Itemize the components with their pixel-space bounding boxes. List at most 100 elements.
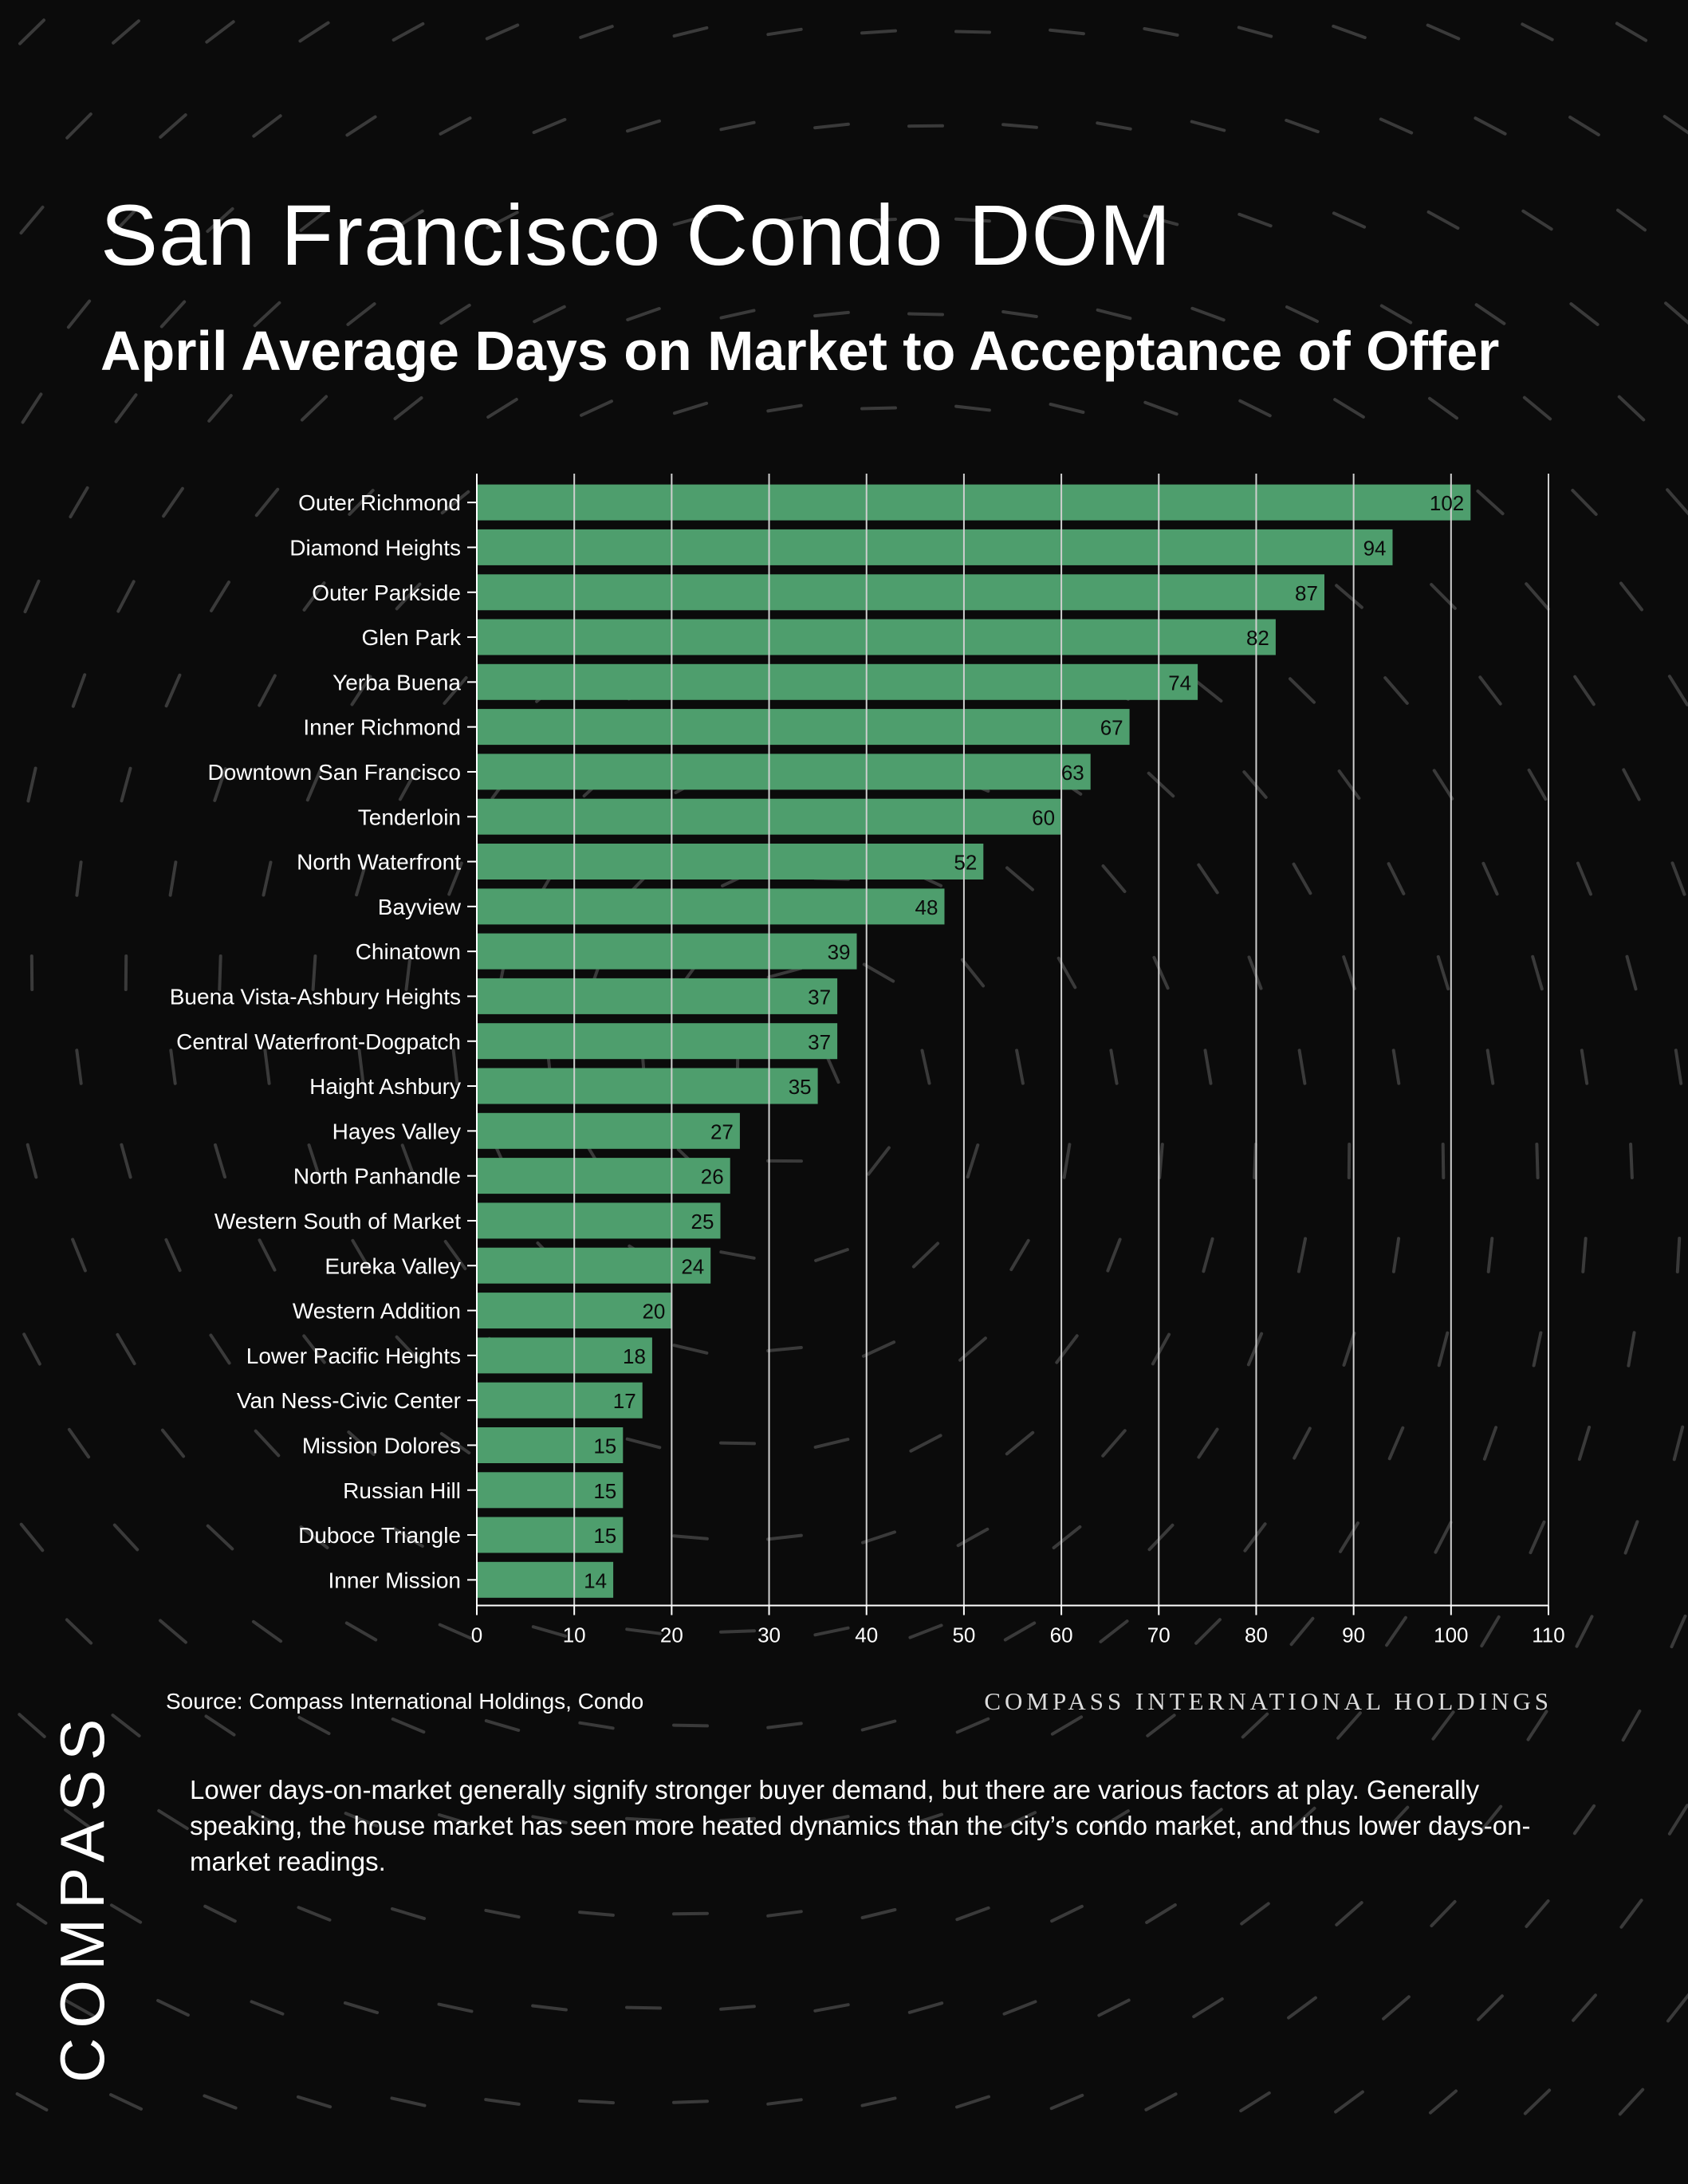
background-dash xyxy=(1146,1714,1176,1737)
background-dash xyxy=(1332,211,1367,229)
background-dash xyxy=(391,1717,426,1734)
background-dash xyxy=(1243,1522,1267,1552)
background-dash xyxy=(860,1908,897,1919)
background-dash xyxy=(1426,210,1460,230)
background-dash xyxy=(1576,861,1592,896)
category-label: Eureka Valley xyxy=(325,1253,461,1278)
background-dash xyxy=(1622,768,1641,801)
background-dash xyxy=(862,962,895,983)
background-dash xyxy=(626,307,661,321)
data-label: 82 xyxy=(1246,626,1269,650)
data-label: 37 xyxy=(808,1030,831,1054)
background-dash xyxy=(1097,1998,1131,2017)
background-dash xyxy=(207,394,233,423)
x-tick-label: 90 xyxy=(1342,1623,1365,1647)
background-dash xyxy=(1151,1332,1171,1366)
background-dash xyxy=(625,2005,662,2010)
background-dash xyxy=(1478,675,1502,706)
data-label: 60 xyxy=(1032,805,1055,829)
background-dash xyxy=(1527,768,1548,801)
category-label: Lower Pacific Heights xyxy=(246,1344,461,1368)
background-dash xyxy=(1428,396,1458,420)
background-dash xyxy=(305,767,323,802)
background-dash xyxy=(920,1049,931,1085)
background-dash xyxy=(1379,117,1414,135)
background-dash xyxy=(65,1618,93,1645)
background-dash xyxy=(954,30,991,34)
x-tick-label: 60 xyxy=(1050,1623,1073,1647)
background-dash xyxy=(1242,770,1268,799)
background-dash xyxy=(390,2096,427,2107)
bar xyxy=(477,1427,624,1463)
background-dash xyxy=(1521,209,1553,231)
background-dash xyxy=(1521,22,1554,41)
background-dash xyxy=(22,1332,41,1366)
background-dash xyxy=(302,1334,326,1364)
background-dash xyxy=(346,302,376,326)
background-dash xyxy=(766,27,803,37)
background-dash xyxy=(1525,1899,1550,1928)
background-dash xyxy=(861,1530,896,1545)
background-dash xyxy=(1055,1334,1079,1364)
background-dash xyxy=(71,673,87,708)
background-dash xyxy=(67,1427,91,1459)
background-dash xyxy=(300,395,329,422)
background-dash xyxy=(579,25,614,39)
background-dash xyxy=(531,1815,568,1824)
x-tick-label: 110 xyxy=(1532,1623,1564,1647)
bar xyxy=(477,619,1276,655)
background-dash xyxy=(578,1911,615,1917)
background-dash xyxy=(1193,678,1223,703)
background-dash xyxy=(1237,212,1273,228)
background-dash xyxy=(1336,1711,1362,1740)
bar xyxy=(477,1158,730,1194)
background-dash xyxy=(297,1716,331,1735)
background-dash xyxy=(813,1626,850,1637)
data-label: 20 xyxy=(642,1300,665,1324)
background-dash xyxy=(1009,1238,1030,1272)
background-dash xyxy=(1627,1331,1636,1367)
background-dash xyxy=(206,207,234,234)
category-label: Western Addition xyxy=(293,1299,461,1324)
bar xyxy=(477,1517,624,1553)
background-dash xyxy=(302,581,326,612)
background-dash xyxy=(1674,1049,1683,1085)
bar xyxy=(477,1382,643,1419)
background-dash xyxy=(1001,123,1038,129)
bar xyxy=(477,978,838,1014)
background-dash xyxy=(1621,1709,1642,1742)
background-dash xyxy=(1670,1614,1687,1649)
background-dash xyxy=(439,1432,471,1454)
background-dash xyxy=(1003,1621,1037,1642)
background-dash xyxy=(19,1522,45,1552)
background-dash xyxy=(1477,1804,1503,1835)
category-label: Central Waterfront-Dogpatch xyxy=(176,1029,461,1054)
background-dash xyxy=(26,766,37,803)
background-dash xyxy=(254,1429,281,1458)
background-dash xyxy=(1143,214,1179,226)
background-dash xyxy=(258,674,277,707)
category-label: Yerba Buena xyxy=(332,670,461,695)
background-dash xyxy=(1147,771,1175,798)
background-dash xyxy=(719,1441,756,1446)
data-label: 18 xyxy=(623,1344,646,1368)
background-dash xyxy=(1143,400,1178,416)
background-dash xyxy=(203,2094,238,2110)
background-dash xyxy=(1015,1049,1025,1085)
bar xyxy=(477,844,984,880)
background-dash xyxy=(350,675,372,706)
background-dash xyxy=(1429,2089,1458,2115)
bar xyxy=(477,663,1198,700)
background-dash xyxy=(580,399,613,417)
background-dash xyxy=(766,2098,803,2106)
background-dash xyxy=(1629,1143,1634,1179)
background-dash xyxy=(719,2005,756,2011)
category-label: North Waterfront xyxy=(297,850,461,875)
background-dash xyxy=(484,1908,521,1919)
background-dash xyxy=(1101,1429,1127,1458)
background-dash xyxy=(486,397,518,419)
data-label: 39 xyxy=(828,940,851,964)
background-dash xyxy=(114,393,138,423)
background-dash xyxy=(75,1049,83,1085)
background-dash xyxy=(1002,1811,1037,1828)
